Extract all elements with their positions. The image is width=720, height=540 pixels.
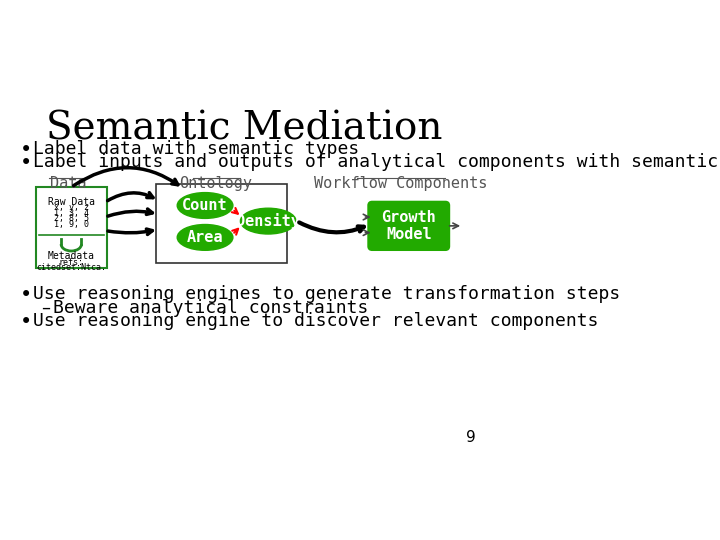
Text: Beware analytical constraints: Beware analytical constraints xyxy=(53,299,369,316)
Text: –: – xyxy=(41,299,50,316)
Text: •: • xyxy=(20,140,32,160)
Ellipse shape xyxy=(177,225,233,251)
Text: •: • xyxy=(20,152,32,173)
Text: citedset:Ntca.: citedset:Ntca. xyxy=(36,263,107,272)
Text: refs:: refs: xyxy=(59,258,84,267)
Text: Use reasoning engine to discover relevant components: Use reasoning engine to discover relevan… xyxy=(32,312,598,330)
Text: 1, 9, 0: 1, 9, 0 xyxy=(54,220,89,229)
Text: Label inputs and outputs of analytical components with semantic types: Label inputs and outputs of analytical c… xyxy=(32,152,720,171)
Text: Count: Count xyxy=(182,198,228,213)
Text: x, y, z: x, y, z xyxy=(54,204,89,212)
Text: Ontology: Ontology xyxy=(179,176,253,191)
Text: •: • xyxy=(20,285,32,305)
Ellipse shape xyxy=(177,193,233,218)
Text: 1, 3, 4: 1, 3, 4 xyxy=(54,209,89,218)
Text: 9: 9 xyxy=(466,430,475,445)
Text: Semantic Mediation: Semantic Mediation xyxy=(46,111,443,147)
FancyBboxPatch shape xyxy=(369,202,449,249)
Text: Growth
Model: Growth Model xyxy=(382,210,436,242)
FancyBboxPatch shape xyxy=(156,184,287,262)
Text: Raw Data: Raw Data xyxy=(48,197,95,207)
Text: Use reasoning engines to generate transformation steps: Use reasoning engines to generate transf… xyxy=(32,285,620,303)
Ellipse shape xyxy=(240,208,296,234)
Text: Area: Area xyxy=(186,230,223,245)
Text: Workflow Components: Workflow Components xyxy=(314,176,487,191)
Text: 2, 8, 5: 2, 8, 5 xyxy=(54,214,89,224)
Text: Data: Data xyxy=(50,176,86,191)
Text: Density: Density xyxy=(236,213,300,229)
Text: Metadata: Metadata xyxy=(48,251,95,261)
FancyBboxPatch shape xyxy=(36,187,107,268)
Text: Label data with semantic types: Label data with semantic types xyxy=(32,140,359,158)
Text: •: • xyxy=(20,312,32,332)
